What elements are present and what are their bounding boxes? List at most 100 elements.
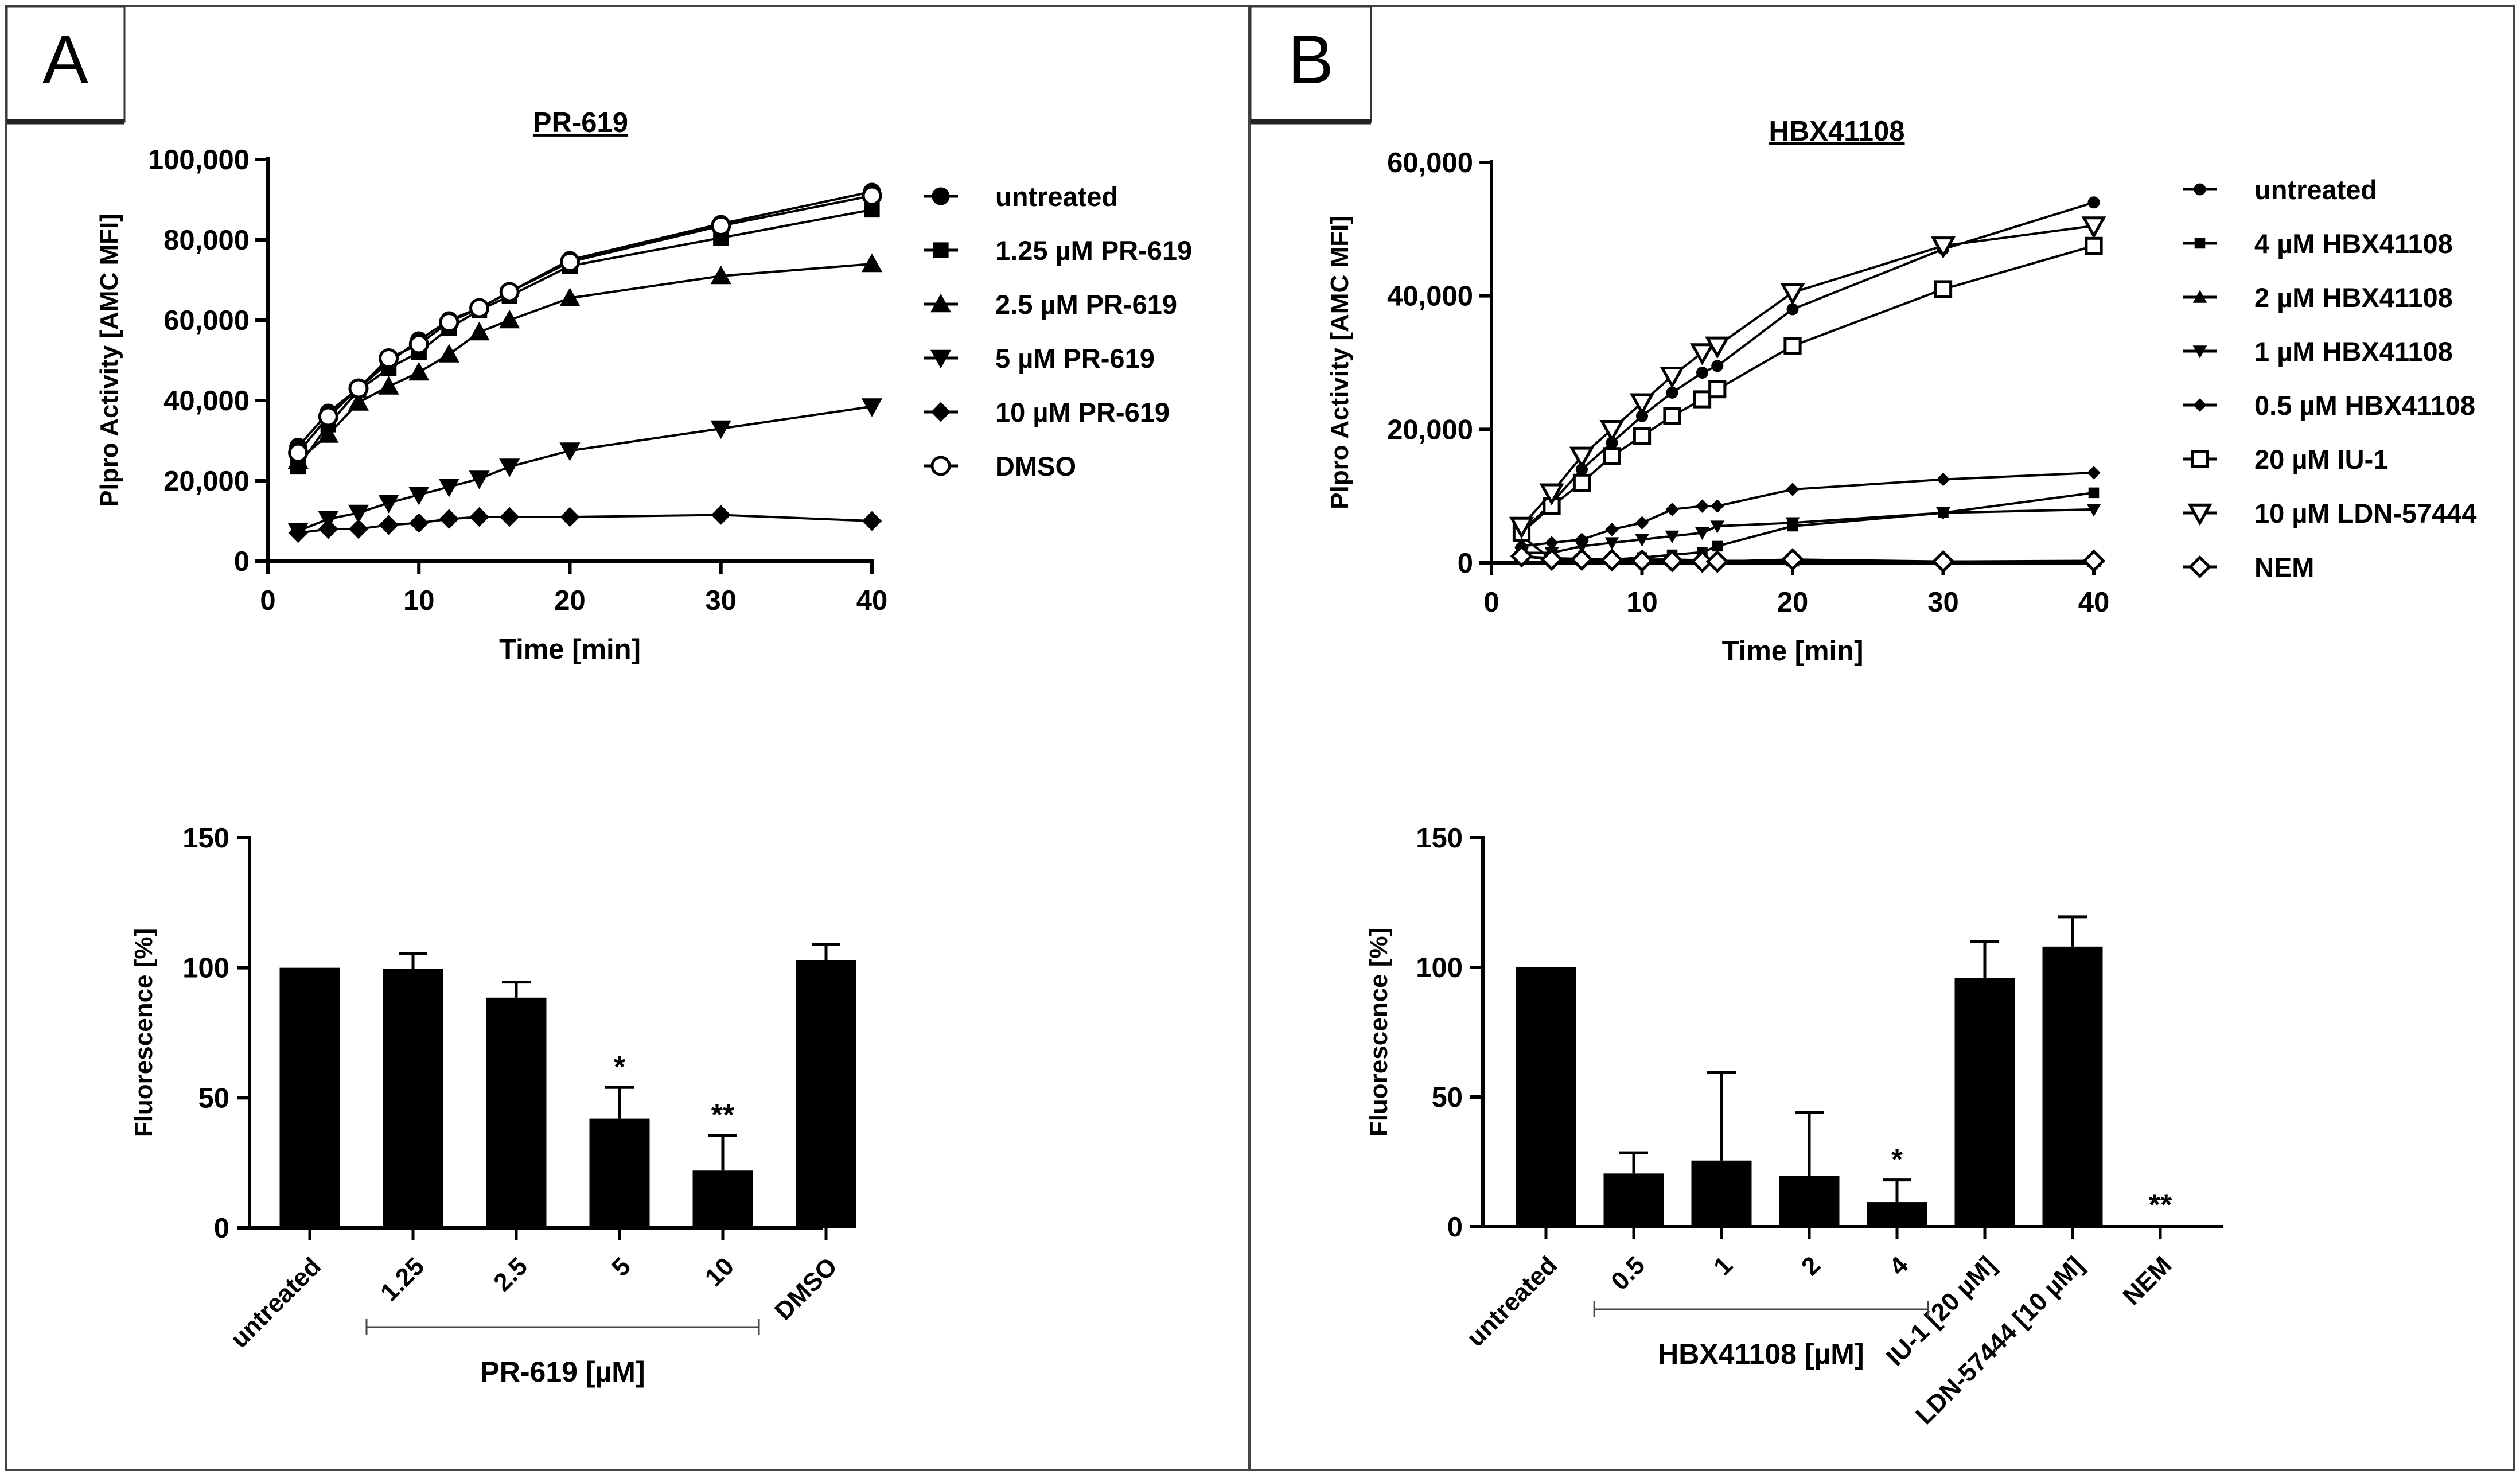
bar-untreated bbox=[279, 967, 340, 1228]
y-axis-label: Fluorescence [%] bbox=[1365, 928, 1393, 1137]
y-axis-label: Plpro Activity [AMC MFI] bbox=[95, 213, 123, 507]
data-point bbox=[348, 504, 369, 524]
data-point bbox=[1599, 420, 1625, 442]
data-point bbox=[1569, 446, 1594, 469]
significance-marker: ** bbox=[2149, 1189, 2172, 1222]
data-point bbox=[1630, 549, 1654, 573]
data-point bbox=[1931, 550, 1955, 573]
group-label: HBX41108 [µM] bbox=[1658, 1338, 1864, 1370]
data-point bbox=[379, 515, 399, 535]
y-tick-label: 150 bbox=[182, 823, 229, 854]
data-point bbox=[469, 507, 489, 527]
chart-title: PR-619 bbox=[533, 107, 628, 138]
x-tick-label: 0 bbox=[1483, 587, 1499, 618]
series-2-5-um-pr-619 bbox=[287, 253, 883, 469]
bar-untreated bbox=[1516, 967, 1576, 1227]
data-point bbox=[318, 406, 338, 427]
y-tick-label: 0 bbox=[1458, 548, 1473, 579]
data-point bbox=[1635, 516, 1649, 530]
data-point bbox=[1663, 407, 1681, 425]
x-tick-label: 20 bbox=[554, 585, 586, 616]
legend-label: 0.5 µM HBX41108 bbox=[2254, 390, 2475, 421]
data-point bbox=[1605, 523, 1619, 536]
legend-marker bbox=[930, 349, 952, 369]
data-point bbox=[1695, 499, 1709, 513]
y-tick-label: 80,000 bbox=[163, 225, 250, 256]
data-point bbox=[318, 424, 339, 443]
legend-label: DMSO bbox=[995, 451, 1076, 481]
panel-b-frame bbox=[1248, 5, 2515, 1471]
data-point bbox=[1660, 366, 1685, 389]
data-point bbox=[1785, 517, 1800, 530]
data-point bbox=[318, 519, 338, 539]
data-point bbox=[1665, 530, 1680, 543]
legend-marker bbox=[2194, 238, 2206, 249]
series-10-um-ldn-57444 bbox=[1509, 216, 2106, 539]
data-point bbox=[560, 252, 580, 272]
y-axis-label: Fluorescence [%] bbox=[130, 928, 158, 1137]
legend-marker bbox=[2187, 503, 2213, 526]
data-point bbox=[408, 487, 430, 505]
data-point bbox=[1710, 520, 1725, 534]
data-point bbox=[862, 185, 882, 206]
legend-label: 2 µM HBX41108 bbox=[2254, 282, 2453, 313]
legend-label: untreated bbox=[2254, 174, 2377, 205]
data-point bbox=[2081, 216, 2106, 239]
data-point bbox=[409, 513, 429, 533]
y-tick-label: 20,000 bbox=[163, 466, 250, 497]
data-point bbox=[2087, 196, 2100, 209]
data-point bbox=[1540, 548, 1564, 571]
legend-label: NEM bbox=[2254, 552, 2314, 582]
data-point bbox=[711, 505, 731, 525]
bar-1-25 bbox=[383, 969, 443, 1228]
data-point bbox=[379, 348, 399, 368]
legend-label: 10 µM PR-619 bbox=[995, 397, 1170, 427]
data-point bbox=[861, 398, 883, 417]
data-point bbox=[1712, 540, 1723, 552]
legend-marker bbox=[933, 242, 949, 258]
data-point bbox=[1696, 366, 1708, 379]
series-10-um-pr-619 bbox=[288, 505, 882, 543]
data-point bbox=[499, 458, 520, 477]
data-point bbox=[1570, 548, 1594, 571]
panel-b-label: B bbox=[1288, 21, 1334, 98]
panel-b-label-box: B bbox=[1249, 6, 1372, 125]
data-point bbox=[1600, 549, 1624, 572]
data-point bbox=[378, 495, 399, 514]
data-point bbox=[1708, 380, 1727, 399]
legend-label: 1 µM HBX41108 bbox=[2254, 336, 2453, 367]
data-point bbox=[559, 442, 581, 461]
legend-label: 20 µM IU-1 bbox=[2254, 444, 2388, 474]
data-point bbox=[499, 507, 520, 527]
data-point bbox=[1539, 483, 1564, 506]
data-point bbox=[2086, 504, 2101, 517]
data-point bbox=[1510, 544, 1533, 568]
data-point bbox=[499, 309, 520, 329]
data-point bbox=[710, 265, 731, 285]
data-point bbox=[1711, 499, 1724, 513]
y-tick-label: 60,000 bbox=[163, 305, 250, 336]
bar-10 bbox=[692, 1170, 753, 1228]
data-point bbox=[1660, 549, 1684, 573]
bar-nem bbox=[2130, 1225, 2191, 1227]
bar-dmso bbox=[796, 960, 856, 1228]
legend-marker bbox=[2191, 450, 2209, 468]
data-point bbox=[1633, 427, 1652, 445]
data-point bbox=[1781, 548, 1805, 571]
data-point bbox=[1572, 473, 1591, 492]
y-tick-label: 0 bbox=[234, 546, 250, 577]
data-point bbox=[1934, 280, 1953, 298]
y-tick-label: 50 bbox=[1431, 1082, 1463, 1113]
data-point bbox=[1603, 447, 1621, 465]
data-point bbox=[438, 344, 459, 363]
group-label: PR-619 [µM] bbox=[480, 1356, 645, 1388]
data-point bbox=[1936, 507, 1950, 520]
legend-marker bbox=[930, 293, 952, 313]
data-point bbox=[1635, 534, 1649, 547]
data-point bbox=[438, 479, 459, 497]
x-tick-label: 10 bbox=[403, 585, 435, 616]
data-point bbox=[1630, 393, 1654, 416]
legend-label: untreated bbox=[995, 181, 1118, 212]
